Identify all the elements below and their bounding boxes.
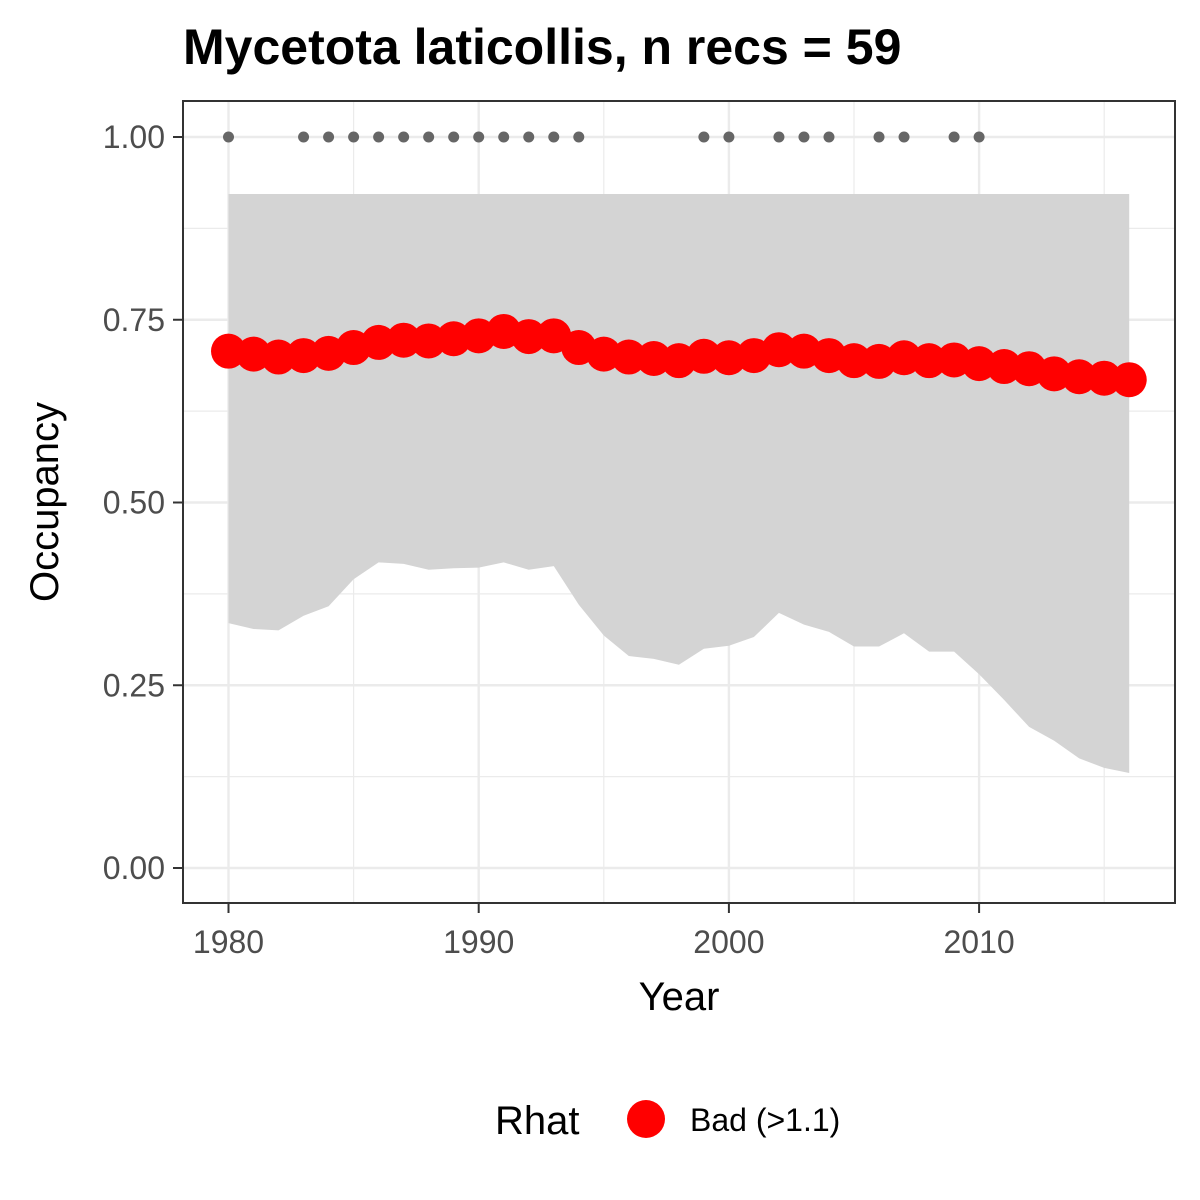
occupancy-point bbox=[986, 349, 1022, 385]
y-tick-label: 1.00 bbox=[103, 119, 165, 155]
occupancy-point bbox=[761, 332, 797, 368]
occupancy-point bbox=[1111, 362, 1147, 398]
legend-label-bad-rhat: Bad (>1.1) bbox=[690, 1102, 840, 1138]
chart-title: Mycetota laticollis, n recs = 59 bbox=[183, 19, 901, 75]
y-axis-title: Occupancy bbox=[23, 402, 67, 602]
record-point bbox=[498, 131, 510, 143]
record-point bbox=[698, 131, 710, 143]
occupancy-point bbox=[511, 319, 547, 355]
occupancy-point bbox=[361, 324, 397, 360]
record-point bbox=[323, 131, 335, 143]
legend-key-bad-rhat bbox=[627, 1100, 665, 1138]
record-point bbox=[298, 131, 310, 143]
legend: Rhat Bad (>1.1) bbox=[495, 1099, 840, 1143]
x-axis: 1980 1990 2000 2010 bbox=[193, 903, 1015, 960]
record-point bbox=[398, 131, 410, 143]
record-point bbox=[773, 131, 785, 143]
record-point bbox=[423, 131, 435, 143]
occupancy-point bbox=[286, 338, 322, 374]
record-point bbox=[898, 131, 910, 143]
record-point bbox=[823, 131, 835, 143]
record-point bbox=[523, 131, 535, 143]
occupancy-point bbox=[911, 343, 947, 379]
record-point bbox=[548, 131, 560, 143]
x-tick-label: 2010 bbox=[944, 924, 1015, 960]
x-tick-label: 1990 bbox=[443, 924, 514, 960]
x-axis-title: Year bbox=[639, 975, 720, 1019]
record-point bbox=[348, 131, 360, 143]
y-axis: 0.00 0.25 0.50 0.75 1.00 bbox=[103, 119, 183, 886]
record-point bbox=[223, 131, 234, 143]
occupancy-point bbox=[711, 340, 747, 376]
record-point bbox=[373, 131, 385, 143]
legend-title: Rhat bbox=[495, 1099, 580, 1143]
record-point bbox=[448, 131, 460, 143]
record-point bbox=[798, 131, 810, 143]
y-tick-label: 0.00 bbox=[103, 850, 165, 886]
occupancy-point bbox=[386, 322, 422, 358]
occupancy-point bbox=[636, 340, 672, 376]
record-points bbox=[223, 131, 985, 143]
record-point bbox=[573, 131, 585, 143]
occupancy-point bbox=[686, 338, 722, 374]
record-point bbox=[473, 131, 485, 143]
record-point bbox=[973, 131, 985, 143]
record-point bbox=[948, 131, 960, 143]
x-tick-label: 2000 bbox=[693, 924, 764, 960]
record-point bbox=[723, 131, 735, 143]
x-tick-label: 1980 bbox=[193, 924, 264, 960]
y-tick-label: 0.75 bbox=[103, 302, 165, 338]
occupancy-series bbox=[211, 313, 1147, 398]
occupancy-point bbox=[611, 339, 647, 375]
record-point bbox=[873, 131, 885, 143]
occupancy-point bbox=[836, 343, 872, 379]
occupancy-point bbox=[1061, 359, 1097, 395]
occupancy-point bbox=[261, 339, 297, 375]
y-tick-label: 0.25 bbox=[103, 667, 165, 703]
occupancy-point bbox=[1086, 360, 1122, 396]
occupancy-point bbox=[411, 323, 447, 359]
y-tick-label: 0.50 bbox=[103, 485, 165, 521]
